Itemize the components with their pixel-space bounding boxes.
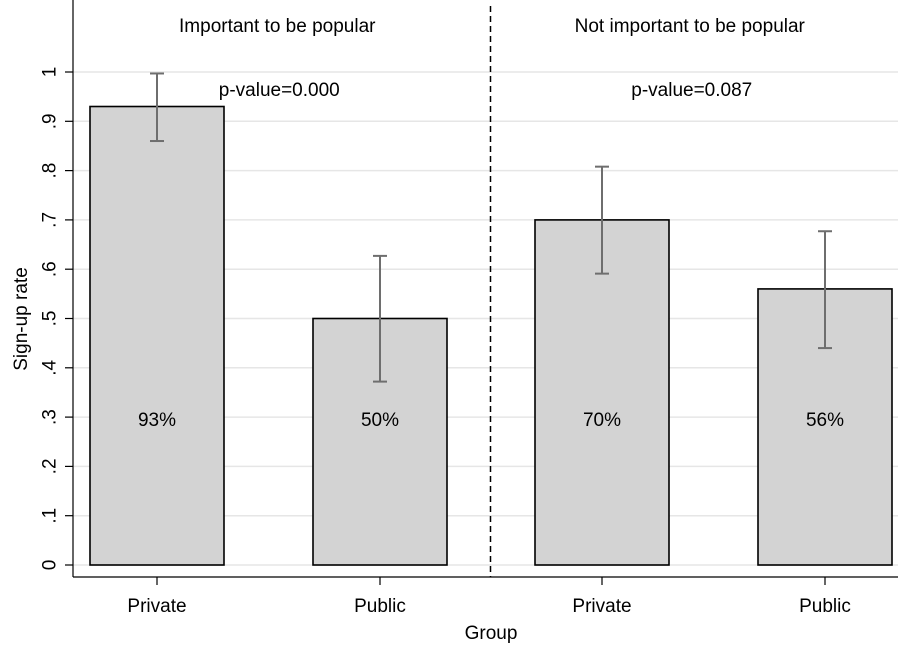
p-value-label: p-value=0.087	[631, 80, 752, 101]
y-tick-label: .5	[40, 311, 61, 327]
labels-layer: Important to be popular p-value=0.000 93% 5…	[138, 16, 844, 431]
y-tick-label: 0	[40, 560, 61, 571]
p-value-label: p-value=0.000	[219, 80, 340, 101]
y-tick-label: .7	[40, 212, 61, 228]
bar-value-label: 50%	[361, 410, 399, 431]
y-tick-label: .4	[40, 359, 61, 375]
error-bars-layer	[150, 72, 832, 383]
panel-title: Not important to be popular	[575, 16, 806, 37]
x-tick-label: Private	[127, 596, 186, 617]
y-axis-label: Sign-up rate	[11, 267, 32, 371]
bar-value-label: 93%	[138, 410, 176, 431]
x-axis-label: Group	[465, 623, 518, 644]
y-tick-label: .3	[40, 409, 61, 425]
axes-layer: 0 .1 .2 .3 .4 .5 .6 .7 .8 .9 1 Private Public Private…	[40, 0, 898, 617]
y-tick-label: .1	[40, 508, 61, 524]
x-tick-label: Private	[572, 596, 631, 617]
y-tick-label: .8	[40, 163, 61, 179]
bar	[89, 105, 225, 566]
bar-value-label: 70%	[583, 410, 621, 431]
y-tick-label: .2	[40, 458, 61, 474]
x-tick-label: Public	[354, 596, 406, 617]
panel-title: Important to be popular	[179, 16, 376, 37]
x-tick-label: Public	[799, 596, 851, 617]
bar-value-label: 56%	[806, 410, 844, 431]
y-tick-label: .9	[40, 113, 61, 129]
y-tick-label: 1	[40, 67, 61, 78]
y-tick-label: .6	[40, 261, 61, 277]
